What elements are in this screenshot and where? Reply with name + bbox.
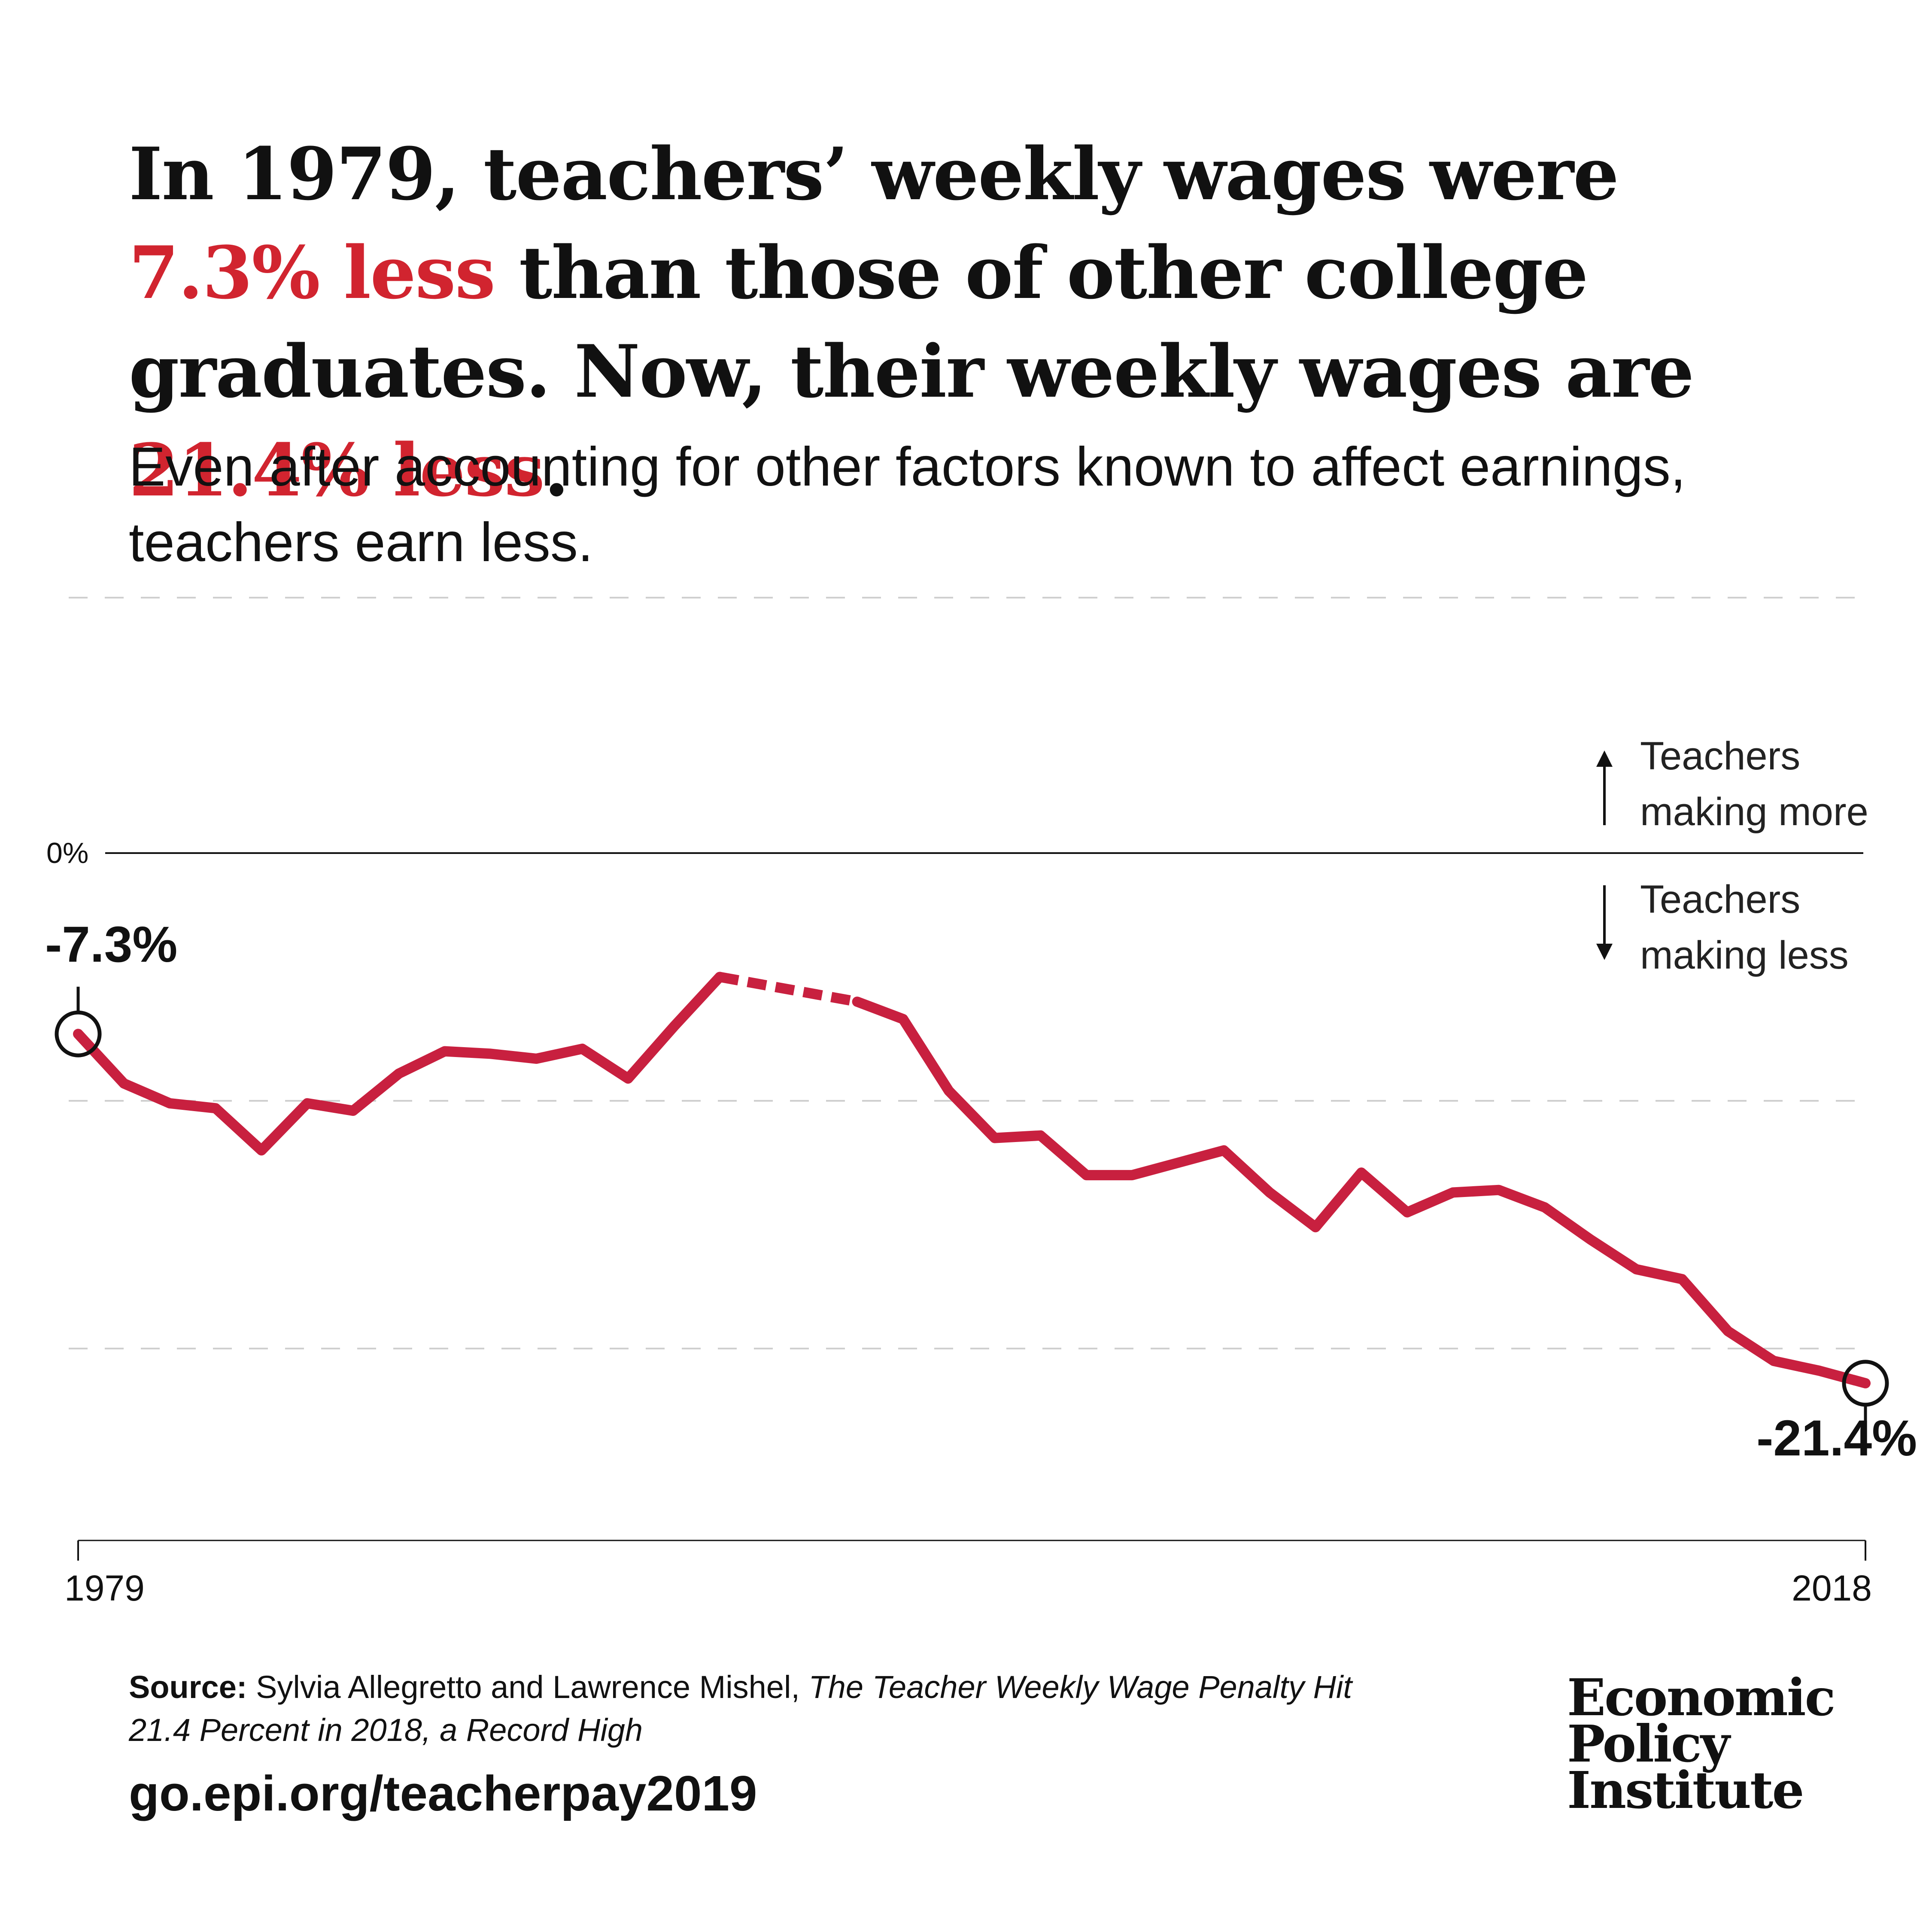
data-point-2002 bbox=[1132, 1175, 1133, 1176]
series-line-segment-2 bbox=[852, 996, 1871, 1388]
data-point-1989 bbox=[536, 1058, 537, 1059]
source-label: Source: bbox=[129, 1669, 247, 1705]
epi-logo: Economic Policy Institute bbox=[1567, 1668, 1836, 1820]
data-point-2001 bbox=[1086, 1175, 1087, 1176]
data-point-1981 bbox=[169, 1103, 170, 1104]
data-point-1985 bbox=[352, 1110, 354, 1112]
data-point-1987 bbox=[444, 1051, 445, 1052]
data-point-2000 bbox=[1040, 1135, 1041, 1136]
data-point-1986 bbox=[398, 1073, 400, 1074]
data-point-2018 bbox=[1865, 1382, 1866, 1384]
data-point-1990 bbox=[582, 1048, 583, 1049]
logo-line-2: Policy bbox=[1567, 1714, 1730, 1774]
above-annotation-line-2: making more bbox=[1640, 790, 1868, 834]
logo-line-3: Institute bbox=[1567, 1760, 1804, 1820]
data-point-2009 bbox=[1452, 1192, 1454, 1193]
down-arrow-icon bbox=[1596, 944, 1613, 960]
data-point-1982 bbox=[215, 1108, 216, 1109]
source-url-link[interactable]: go.epi.org/teacherpay2019 bbox=[129, 1765, 757, 1821]
data-point-1984 bbox=[307, 1103, 308, 1104]
data-point-2007 bbox=[1361, 1172, 1362, 1173]
data-point-1991 bbox=[627, 1078, 629, 1079]
source-title: The Teacher Weekly Wage Penalty Hit 21.4… bbox=[129, 1669, 1352, 1748]
data-point-1996 bbox=[857, 1001, 858, 1002]
source-authors: Sylvia Allegretto and Lawrence Mishel, bbox=[247, 1669, 809, 1705]
data-point-2012 bbox=[1590, 1239, 1591, 1240]
data-point-1993 bbox=[719, 976, 720, 978]
data-point-2003 bbox=[1177, 1162, 1179, 1163]
below-annotation-line-1: Teachers bbox=[1640, 878, 1800, 921]
start-value-label: -7.3% bbox=[45, 916, 177, 973]
series-line-segment-1 bbox=[73, 972, 725, 1156]
data-point-1979 bbox=[78, 1033, 79, 1035]
end-value-label: -21.4% bbox=[1756, 1410, 1917, 1467]
data-point-1980 bbox=[123, 1083, 125, 1084]
data-point-1988 bbox=[490, 1053, 491, 1054]
grid-lines bbox=[69, 1100, 1872, 1349]
data-point-1999 bbox=[994, 1137, 995, 1139]
data-point-2013 bbox=[1636, 1269, 1637, 1270]
data-point-2005 bbox=[1269, 1192, 1270, 1193]
data-point-2008 bbox=[1406, 1212, 1408, 1213]
headline-highlight-2: 21.4% less bbox=[129, 428, 545, 513]
headline-part-1: In 1979, teachers’ weekly wages were bbox=[129, 131, 1619, 216]
endpoint-markers bbox=[55, 987, 1889, 1431]
headline-part-2: than those of other college graduates. N… bbox=[129, 230, 1694, 414]
data-point-1997 bbox=[902, 1018, 904, 1020]
logo-line-1: Economic bbox=[1567, 1668, 1836, 1727]
x-tick-label-end: 2018 bbox=[1792, 1568, 1872, 1608]
headline: In 1979, teachers’ weekly wages were 7.3… bbox=[129, 125, 1803, 519]
data-point-1983 bbox=[261, 1150, 262, 1151]
up-arrow-icon bbox=[1596, 750, 1613, 767]
data-point-2017 bbox=[1819, 1370, 1820, 1371]
source-note: Source: Sylvia Allegretto and Lawrence M… bbox=[129, 1666, 1374, 1752]
above-annotation-line-1: Teachers bbox=[1640, 734, 1800, 778]
x-tick-label-start: 1979 bbox=[64, 1568, 145, 1608]
series-gap-dashed bbox=[719, 972, 858, 1007]
headline-highlight-1: 7.3% less bbox=[129, 230, 495, 315]
data-point-2011 bbox=[1544, 1207, 1545, 1208]
zero-label: 0% bbox=[46, 837, 88, 869]
below-annotation-line-2: making less bbox=[1640, 933, 1849, 977]
headline-part-3: . bbox=[544, 428, 569, 513]
series-lines bbox=[73, 972, 1871, 1388]
data-point-2010 bbox=[1498, 1189, 1500, 1191]
subtitle: Even after accounting for other factors … bbox=[129, 436, 1686, 573]
